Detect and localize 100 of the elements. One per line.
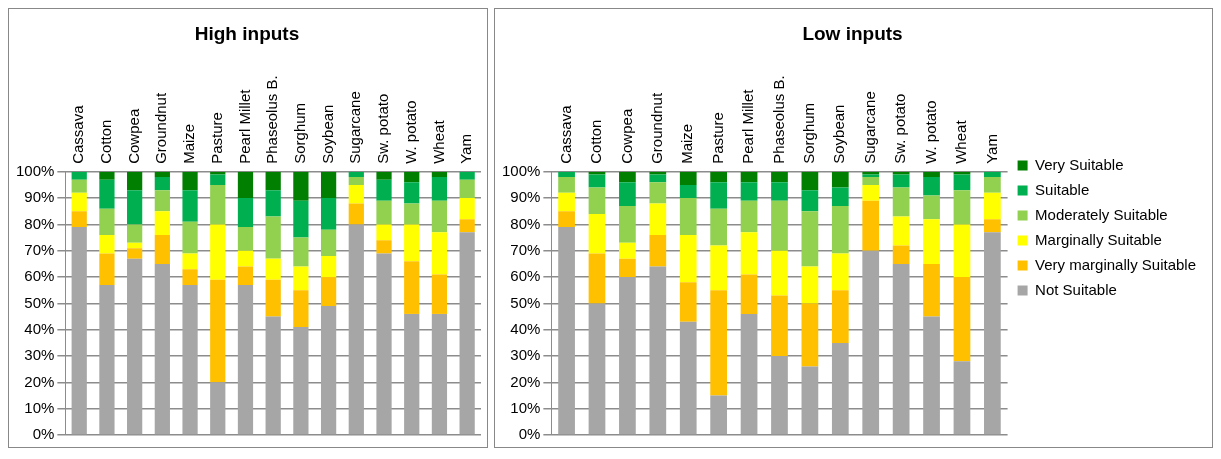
legend-label: Not Suitable [1035,280,1117,298]
bar [588,303,606,435]
bar [984,232,1001,435]
bar [293,290,309,328]
x-tick-label: Cotton [587,119,605,164]
bar [210,382,226,435]
y-tick-label: 80% [24,214,55,232]
legend-label: Marginally Suitable [1035,230,1162,248]
bar [237,266,254,285]
y-tick-label: 100% [15,161,55,179]
bar [348,171,364,178]
y-tick-label: 20% [510,372,541,390]
bar [320,256,337,278]
y-tick-label: 40% [24,319,55,337]
bar [376,200,392,225]
bar [210,174,226,185]
bar [376,171,392,180]
bar [376,253,392,435]
bar [892,245,910,264]
bar [320,171,337,199]
bar [588,187,606,214]
y-tick-label: 60% [24,267,55,285]
bar [404,182,420,204]
bar [619,242,636,259]
bar [801,171,819,191]
bar [831,290,849,343]
bar [588,174,606,188]
bar [431,232,448,275]
bar [740,171,758,183]
bar [710,182,728,209]
bar [953,174,971,191]
bar [892,263,910,435]
x-tick-label: Cowpea [617,108,635,164]
x-tick-label: W. potato [401,100,419,164]
bar [649,182,667,204]
bar [862,200,880,251]
y-tick-label: 70% [24,240,55,258]
bar [801,190,819,212]
x-tick-label: Pearl Millet [235,88,253,164]
bar [649,234,667,267]
bar [293,171,309,201]
bar [320,277,337,307]
bar [127,190,143,225]
bar [210,279,226,383]
bar [210,224,226,280]
x-tick-label: Pasture [207,112,225,164]
bar [984,219,1001,233]
bar [710,171,728,183]
x-tick-label: W. potato [921,100,939,164]
y-tick-label: 30% [24,346,55,364]
legend-label: Very marginally Suitable [1035,255,1197,273]
bar [182,190,198,222]
bar [984,177,1001,193]
bar [558,177,575,193]
bar [431,171,448,178]
bar [558,211,575,228]
bar [953,277,971,362]
y-tick-label: 20% [24,372,55,390]
y-tick-label: 60% [510,267,541,285]
y-tick-label: 90% [510,188,541,206]
bar [679,282,697,322]
y-tick-label: 10% [24,398,55,416]
bar [404,313,420,435]
bar [740,274,758,314]
bar [265,258,281,280]
bar [862,250,880,435]
x-tick-label: Wheat [952,119,970,164]
bar [953,361,971,435]
bar [182,171,198,191]
x-tick-label: Pasture [708,112,726,164]
y-tick-label: 80% [510,214,541,232]
bar [923,263,940,317]
bar [431,313,448,435]
bar [348,184,364,204]
y-tick-label: 30% [510,346,541,364]
bar [710,395,728,435]
bar [892,187,910,217]
bar [923,316,940,435]
y-tick-label: 40% [510,319,541,337]
bar [154,211,170,235]
bar [862,177,880,185]
bar [459,219,475,233]
bar [265,216,281,259]
bar [801,266,819,304]
x-tick-label: Sorghum [800,102,818,164]
y-tick-label: 50% [510,293,541,311]
bar [619,206,636,243]
bar [99,179,115,209]
bar [237,198,254,228]
bar [154,177,170,191]
bar [619,171,636,183]
y-tick-label: 0% [518,425,541,443]
bar [923,177,940,196]
bar [320,198,337,230]
bar [771,295,788,357]
bar [649,203,667,235]
bar [182,253,198,270]
bar [679,171,697,185]
bar [923,219,940,264]
bar [679,234,697,283]
